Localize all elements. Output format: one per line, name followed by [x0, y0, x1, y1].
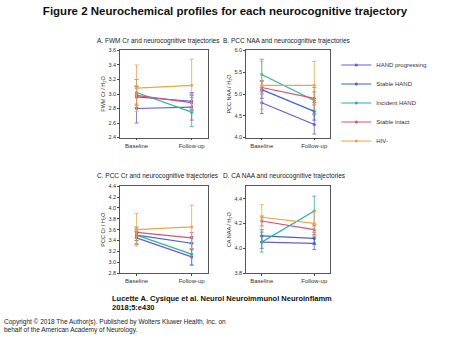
svg-text:2.6: 2.6	[108, 120, 116, 126]
svg-text:Stable intact: Stable intact	[376, 119, 409, 125]
svg-text:2.8: 2.8	[108, 270, 116, 276]
svg-text:Baseline: Baseline	[125, 278, 149, 284]
svg-text:3.6: 3.6	[108, 227, 116, 233]
svg-text:B. PCC NAA and neurocognitive: B. PCC NAA and neurocognitive trajectori…	[223, 37, 351, 45]
svg-text:5.0: 5.0	[234, 91, 242, 97]
svg-text:HAND progressing: HAND progressing	[376, 62, 426, 68]
svg-text:3.6: 3.6	[108, 47, 116, 53]
html-text:Lucette A. Cysique et al. Neur: Lucette A. Cysique et al. Neurol Neuroim…	[112, 294, 332, 312]
svg-text:Baseline: Baseline	[250, 278, 274, 284]
svg-text:A. FWM Cr and neurocognitive t: A. FWM Cr and neurocognitive trajectorie…	[97, 37, 220, 45]
svg-text:5.5: 5.5	[234, 69, 242, 75]
svg-text:FWM Cr / H₂O: FWM Cr / H₂O	[100, 76, 106, 112]
svg-text:Baseline: Baseline	[125, 143, 149, 149]
svg-text:4.0: 4.0	[108, 205, 116, 211]
svg-text:4.2: 4.2	[234, 220, 242, 226]
svg-text:3.2: 3.2	[108, 248, 116, 254]
svg-text:4.0: 4.0	[234, 245, 242, 251]
svg-text:4.0: 4.0	[234, 134, 242, 140]
html-text:Figure 2 Neurochemical profile: Figure 2 Neurochemical profiles for each…	[42, 5, 408, 17]
svg-text:C. PCC Cr and neurocognitive t: C. PCC Cr and neurocognitive trajectorie…	[97, 172, 219, 180]
svg-text:PCC NAA / H₂O: PCC NAA / H₂O	[226, 74, 232, 114]
svg-text:4.2: 4.2	[108, 194, 116, 200]
svg-text:Follow-up: Follow-up	[179, 278, 206, 284]
svg-text:HIV-: HIV-	[376, 138, 388, 144]
svg-text:2.4: 2.4	[108, 134, 116, 140]
svg-text:Follow-up: Follow-up	[179, 143, 206, 149]
svg-text:Incident HAND: Incident HAND	[376, 100, 416, 106]
svg-text:3.8: 3.8	[108, 216, 116, 222]
svg-text:4.4: 4.4	[234, 196, 242, 202]
svg-text:CA NAA / H₂O: CA NAA / H₂O	[226, 212, 232, 248]
svg-text:6.0: 6.0	[234, 47, 242, 53]
svg-text:Baseline: Baseline	[250, 143, 274, 149]
svg-text:2.8: 2.8	[108, 105, 116, 111]
html-text:Copyright © 2018 The Author(s): Copyright © 2018 The Author(s). Publishe…	[4, 318, 226, 333]
svg-text:D. CA NAA and neurocognitive t: D. CA NAA and neurocognitive trajectorie…	[223, 172, 346, 180]
svg-text:PCC Cr / H₂O: PCC Cr / H₂O	[100, 212, 106, 247]
svg-text:3.2: 3.2	[108, 76, 116, 82]
svg-text:Follow-up: Follow-up	[301, 143, 328, 149]
svg-text:3.4: 3.4	[108, 62, 116, 68]
svg-text:3.0: 3.0	[108, 259, 116, 265]
svg-text:Follow-up: Follow-up	[301, 278, 328, 284]
svg-text:3.0: 3.0	[108, 91, 116, 97]
svg-text:Stable HAND: Stable HAND	[376, 81, 412, 87]
svg-text:3.4: 3.4	[108, 237, 116, 243]
svg-text:4.4: 4.4	[108, 183, 116, 189]
svg-text:3.8: 3.8	[234, 270, 242, 276]
svg-text:4.5: 4.5	[234, 113, 242, 119]
